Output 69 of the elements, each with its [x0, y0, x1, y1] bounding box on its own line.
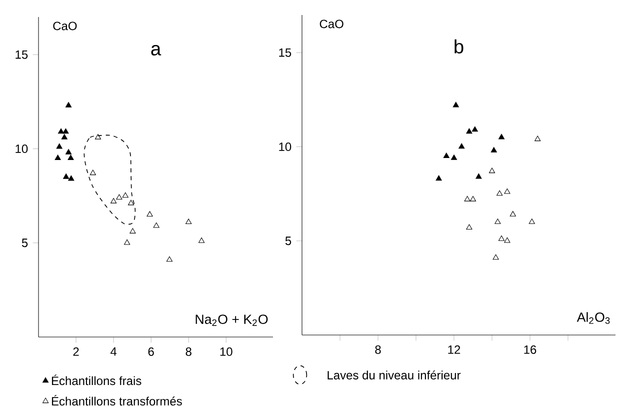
- point: [90, 170, 96, 176]
- point: [186, 218, 192, 224]
- legend-label: Échantillons frais: [52, 374, 142, 386]
- text: b: [454, 39, 464, 54]
- y-axis-title: CaO: [320, 20, 344, 28]
- point: [466, 224, 472, 230]
- point: [65, 102, 72, 108]
- point: [124, 239, 130, 245]
- point: [452, 102, 459, 108]
- point: [130, 228, 136, 234]
- point: [146, 211, 153, 217]
- x-tick-label: 16: [524, 345, 536, 354]
- point: [470, 196, 476, 202]
- x-axis-title: Al$_{2}$O$_{3}$: [576, 312, 610, 324]
- point: [490, 147, 497, 152]
- point: [504, 188, 510, 194]
- x-tick-label: 8: [186, 347, 192, 356]
- x-tick-label: 8: [375, 345, 381, 354]
- point: [94, 134, 102, 140]
- y-tick-label: 5: [285, 236, 292, 246]
- point: [510, 211, 516, 216]
- point: [476, 173, 482, 179]
- point: [466, 128, 472, 134]
- point: [498, 236, 505, 241]
- point: [450, 154, 458, 160]
- point: [63, 174, 70, 179]
- x-tick-label: 10: [220, 347, 232, 356]
- text: a: [151, 44, 162, 56]
- y-tick-label: 5: [22, 238, 28, 248]
- point: [68, 175, 74, 181]
- y-tick-label: 15: [279, 48, 292, 57]
- point: [443, 152, 450, 158]
- point: [61, 134, 68, 140]
- point: [198, 238, 205, 243]
- point: [62, 128, 69, 134]
- point: [496, 190, 503, 196]
- point: [528, 218, 535, 224]
- x-tick-label: 4: [110, 347, 117, 356]
- x-tick-label: 12: [448, 345, 460, 354]
- point: [504, 237, 510, 243]
- legend-label: Échantillons transformés: [52, 394, 182, 406]
- point: [54, 154, 61, 160]
- point: [498, 134, 505, 140]
- point: [464, 196, 470, 202]
- point: [128, 200, 134, 206]
- y-axis-title: CaO: [53, 22, 77, 30]
- point: [534, 136, 541, 142]
- point: [116, 194, 122, 200]
- point: [488, 168, 496, 174]
- point: [65, 149, 72, 154]
- point: [458, 143, 465, 149]
- point: [110, 198, 117, 204]
- text: Laves du niveau inférieur: [328, 370, 461, 380]
- point: [153, 222, 160, 228]
- point: [166, 256, 172, 262]
- point: [494, 218, 501, 224]
- point: [122, 192, 128, 198]
- point: [68, 154, 74, 160]
- point: [58, 128, 64, 134]
- point: [56, 143, 62, 149]
- y-tick-label: 10: [16, 144, 28, 154]
- y-tick-label: 10: [279, 142, 292, 152]
- x-tick-label: 2: [73, 347, 79, 356]
- point: [472, 126, 478, 132]
- y-tick-label: 15: [16, 50, 28, 59]
- point: [436, 175, 442, 181]
- x-tick-label: 6: [148, 347, 154, 356]
- x-axis-title: Na$_{2}$O + K$_{2}$O: [196, 314, 268, 326]
- point: [492, 254, 499, 260]
